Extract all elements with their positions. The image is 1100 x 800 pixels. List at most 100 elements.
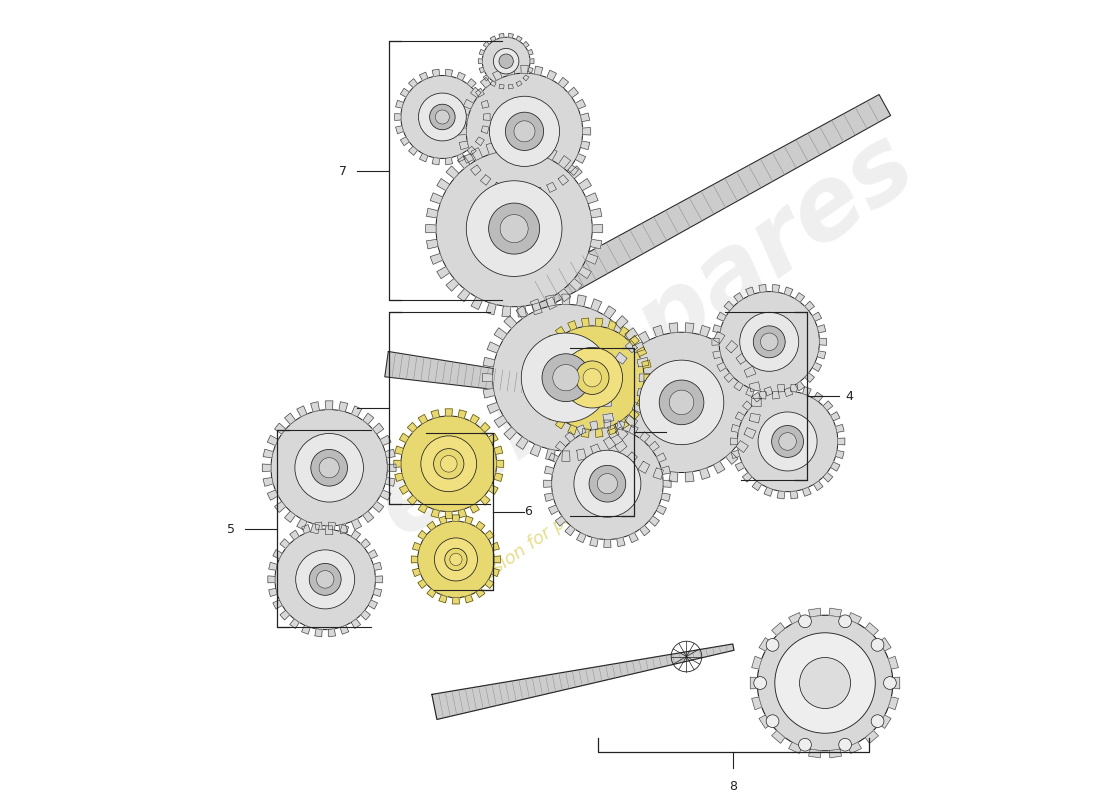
Polygon shape (262, 464, 271, 471)
Polygon shape (446, 511, 452, 518)
Polygon shape (795, 293, 804, 302)
Polygon shape (759, 285, 767, 293)
Polygon shape (502, 306, 510, 317)
Polygon shape (615, 441, 627, 453)
Polygon shape (546, 295, 556, 306)
Polygon shape (499, 34, 504, 38)
Polygon shape (471, 148, 483, 160)
Polygon shape (547, 182, 557, 193)
Polygon shape (351, 406, 362, 417)
Polygon shape (446, 70, 452, 77)
Polygon shape (547, 70, 557, 81)
Polygon shape (446, 166, 459, 178)
Circle shape (575, 361, 609, 394)
Polygon shape (615, 316, 628, 329)
Polygon shape (576, 449, 586, 461)
Polygon shape (590, 538, 598, 546)
Polygon shape (751, 656, 761, 669)
Polygon shape (385, 478, 395, 486)
Polygon shape (772, 391, 780, 399)
Circle shape (719, 291, 820, 392)
Polygon shape (492, 568, 499, 577)
Polygon shape (619, 418, 629, 429)
Polygon shape (432, 644, 734, 719)
Circle shape (488, 203, 540, 254)
Polygon shape (602, 398, 612, 406)
Circle shape (799, 738, 812, 751)
Polygon shape (381, 435, 390, 446)
Polygon shape (700, 326, 711, 337)
Polygon shape (866, 622, 879, 635)
Polygon shape (637, 358, 649, 367)
Polygon shape (582, 318, 590, 326)
Polygon shape (400, 88, 409, 97)
Polygon shape (399, 485, 409, 494)
Polygon shape (407, 495, 417, 505)
Polygon shape (657, 453, 667, 462)
Polygon shape (494, 473, 503, 482)
Polygon shape (516, 36, 522, 42)
Polygon shape (491, 36, 496, 42)
Polygon shape (889, 656, 899, 669)
Polygon shape (499, 84, 504, 89)
Polygon shape (263, 478, 273, 486)
Polygon shape (494, 556, 501, 563)
Polygon shape (486, 302, 496, 314)
Polygon shape (351, 530, 361, 540)
Polygon shape (432, 70, 439, 77)
Text: eurospares: eurospares (359, 115, 933, 558)
Polygon shape (439, 594, 447, 603)
Polygon shape (395, 446, 404, 454)
Polygon shape (339, 402, 348, 412)
Polygon shape (784, 388, 793, 397)
Polygon shape (669, 322, 678, 333)
Polygon shape (538, 399, 548, 409)
Circle shape (433, 449, 464, 479)
Polygon shape (419, 154, 428, 162)
Polygon shape (735, 412, 745, 421)
Polygon shape (778, 491, 784, 498)
Polygon shape (581, 141, 590, 150)
Polygon shape (520, 190, 528, 198)
Polygon shape (411, 556, 418, 563)
Polygon shape (744, 427, 756, 438)
Polygon shape (759, 638, 771, 651)
Polygon shape (516, 81, 522, 86)
Polygon shape (524, 75, 529, 81)
Circle shape (500, 214, 528, 242)
Polygon shape (478, 58, 482, 64)
Polygon shape (427, 239, 438, 249)
Circle shape (296, 550, 354, 609)
Polygon shape (494, 415, 507, 427)
Text: 8: 8 (729, 780, 737, 794)
Polygon shape (637, 399, 647, 409)
Polygon shape (339, 524, 348, 534)
Polygon shape (396, 126, 404, 134)
Polygon shape (866, 730, 879, 743)
Polygon shape (661, 493, 670, 502)
Polygon shape (481, 422, 491, 432)
Polygon shape (446, 158, 452, 165)
Circle shape (444, 548, 468, 570)
Polygon shape (625, 415, 638, 427)
Polygon shape (273, 600, 283, 609)
Polygon shape (488, 434, 498, 442)
Polygon shape (669, 472, 678, 482)
Polygon shape (751, 398, 761, 406)
Polygon shape (426, 225, 436, 233)
Polygon shape (836, 450, 844, 458)
Polygon shape (640, 526, 650, 536)
Polygon shape (829, 749, 842, 758)
Polygon shape (340, 525, 349, 534)
Polygon shape (749, 414, 760, 423)
Polygon shape (685, 472, 694, 482)
Circle shape (311, 450, 348, 486)
Text: 3: 3 (668, 426, 675, 438)
Polygon shape (506, 187, 515, 197)
Polygon shape (480, 50, 484, 55)
Polygon shape (562, 451, 570, 462)
Polygon shape (585, 254, 598, 264)
Polygon shape (546, 297, 558, 310)
Polygon shape (581, 113, 590, 122)
Polygon shape (502, 140, 510, 151)
